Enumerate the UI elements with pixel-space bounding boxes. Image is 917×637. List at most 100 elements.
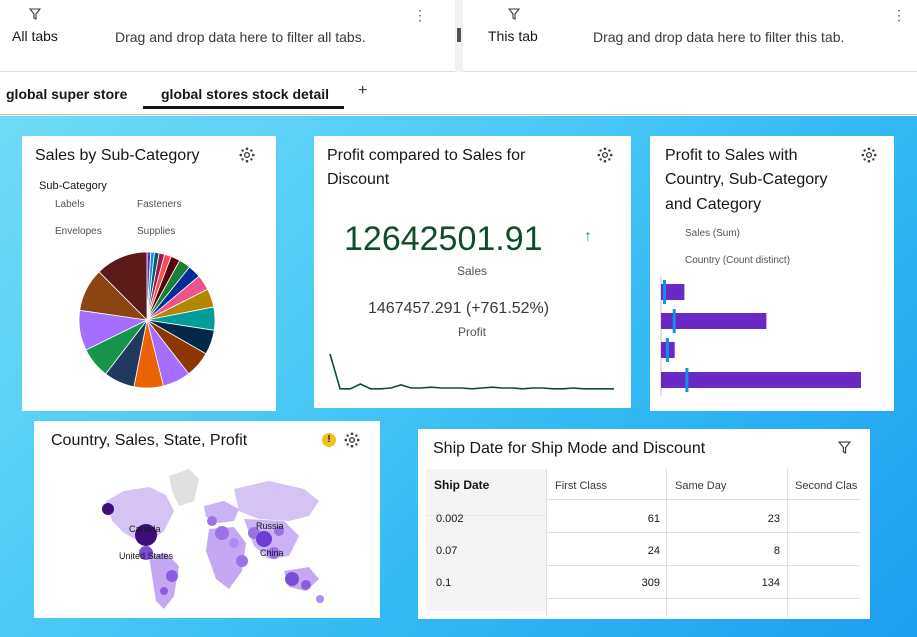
map-region-russia[interactable] [234, 481, 319, 521]
table-row-header: 0.07 [436, 545, 458, 557]
bar-sales[interactable] [661, 372, 861, 388]
map-bubble[interactable] [166, 570, 178, 582]
dashboard-canvas: Sales by Sub-Category Sub-Category Label… [0, 116, 917, 637]
widget-title: Ship Date for Ship Mode and Discount [433, 440, 706, 457]
filter-this-tab-panel[interactable]: This tab Drag and drop data here to filt… [466, 0, 917, 72]
tab-global-stores-stock-detail[interactable]: global stores stock detail [161, 86, 330, 102]
overflow-menu-icon[interactable]: ⋮ [892, 7, 906, 23]
widget-title-line2: Discount [327, 171, 390, 188]
map-region-south-america[interactable] [149, 553, 179, 609]
row-divider [546, 565, 860, 566]
map-bubble[interactable] [229, 538, 239, 548]
filter-icon [29, 8, 41, 20]
table-cell: 23 [767, 513, 780, 525]
bar-marker-country[interactable] [665, 338, 669, 362]
widget-title-line1: Profit to Sales with [665, 147, 798, 164]
row-header-title: Ship Date [434, 478, 490, 492]
pie-chart[interactable] [78, 251, 216, 389]
resize-handle[interactable] [457, 28, 461, 42]
filter-all-tabs-hint: Drag and drop data here to filter all ta… [115, 29, 366, 45]
sparkline-chart [329, 353, 614, 390]
bar-marker-country[interactable] [685, 368, 689, 392]
map-label-canada: Canada [129, 524, 161, 534]
column-header[interactable]: Second Clas [795, 480, 858, 492]
legend-item[interactable]: Envelopes [55, 226, 102, 237]
table-row-header: 0.002 [436, 513, 464, 525]
legend-item: Country (Count distinct) [685, 255, 791, 266]
gear-icon[interactable] [861, 147, 877, 163]
map-bubble[interactable] [268, 547, 280, 559]
map-bubble[interactable] [256, 531, 272, 547]
map-label-united-states: United States [119, 551, 174, 561]
widget-ship-table[interactable]: Ship Date for Ship Mode and Discount Shi… [418, 429, 870, 619]
map-bubble[interactable] [207, 516, 217, 526]
widget-title: Country, Sales, State, Profit [51, 432, 248, 449]
bar-marker-country[interactable] [663, 280, 666, 304]
widget-profit-to-sales-country[interactable]: Profit to Sales with Country, Sub-Catego… [650, 136, 894, 411]
pie-slice[interactable] [98, 251, 148, 321]
map-bubble[interactable] [301, 580, 311, 590]
widget-title-line3: and Category [665, 196, 762, 213]
filter-all-tabs-label: All tabs [12, 28, 58, 44]
bar-marker-country[interactable] [672, 309, 676, 333]
map-bubble[interactable] [135, 524, 157, 546]
warning-icon[interactable]: ! [322, 433, 336, 447]
map-bubble[interactable] [316, 595, 324, 603]
filter-all-tabs-panel[interactable]: All tabs Drag and drop data here to filt… [0, 0, 452, 72]
tab-bar: global super store global stores stock d… [0, 72, 917, 115]
map-region-greenland[interactable] [169, 469, 199, 506]
row-divider [546, 598, 860, 599]
bar-chart[interactable] [658, 276, 888, 401]
legend-item: Sales (Sum) [685, 228, 741, 239]
world-map[interactable] [94, 461, 334, 611]
gear-icon[interactable] [597, 147, 613, 163]
map-region-north-america[interactable] [106, 487, 174, 541]
legend-item[interactable]: Labels [55, 199, 85, 210]
column-divider [546, 469, 547, 617]
tab-global-super-store[interactable]: global super store [6, 86, 128, 102]
map-label-russia: Russia [256, 521, 284, 531]
overflow-menu-icon[interactable]: ⋮ [413, 7, 427, 23]
widget-profit-vs-sales[interactable]: Profit compared to Sales for Discount 12… [314, 136, 631, 408]
legend-item[interactable]: Fasteners [137, 199, 182, 210]
filter-bar: All tabs Drag and drop data here to filt… [0, 0, 917, 72]
kpi-secondary-label: Profit [458, 325, 487, 339]
kpi-main-label: Sales [457, 264, 488, 278]
widget-title: Sales by Sub-Category [35, 147, 200, 164]
map-bubble[interactable] [160, 587, 168, 595]
map-bubble[interactable] [274, 526, 284, 536]
table-cell: 134 [761, 577, 780, 589]
column-divider [787, 469, 788, 617]
map-bubble[interactable] [236, 555, 248, 567]
column-header[interactable]: Same Day [675, 480, 727, 492]
legend-item[interactable]: Supplies [137, 226, 176, 237]
map-bubble[interactable] [139, 546, 153, 560]
row-divider [546, 532, 860, 533]
column-header[interactable]: First Class [555, 480, 607, 492]
widget-sales-by-subcategory[interactable]: Sales by Sub-Category Sub-Category Label… [22, 136, 276, 411]
map-label-china: China [260, 548, 284, 558]
map-bubble[interactable] [102, 503, 114, 515]
legend-title: Sub-Category [39, 180, 107, 192]
table-cell: 309 [641, 577, 660, 589]
row-divider [426, 515, 546, 516]
row-header-column [426, 469, 546, 611]
widget-title-line2: Country, Sub-Category [665, 171, 828, 188]
table-row-header: 0.1 [436, 577, 452, 589]
active-tab-indicator [143, 106, 344, 109]
table-cell: 24 [647, 545, 660, 557]
table-cell: 61 [647, 513, 660, 525]
bar-sales[interactable] [661, 284, 685, 300]
add-tab-button[interactable]: + [358, 82, 368, 99]
map-bubble[interactable] [215, 526, 229, 540]
row-divider [546, 499, 860, 500]
gear-icon[interactable] [344, 432, 360, 448]
sparkline-series [329, 353, 614, 390]
map-bubble[interactable] [285, 572, 299, 586]
gear-icon[interactable] [239, 147, 255, 163]
filter-icon[interactable] [838, 441, 851, 454]
bar-sales[interactable] [661, 313, 767, 329]
widget-map[interactable]: Country, Sales, State, Profit ! [34, 421, 380, 618]
filter-icon [508, 8, 520, 20]
